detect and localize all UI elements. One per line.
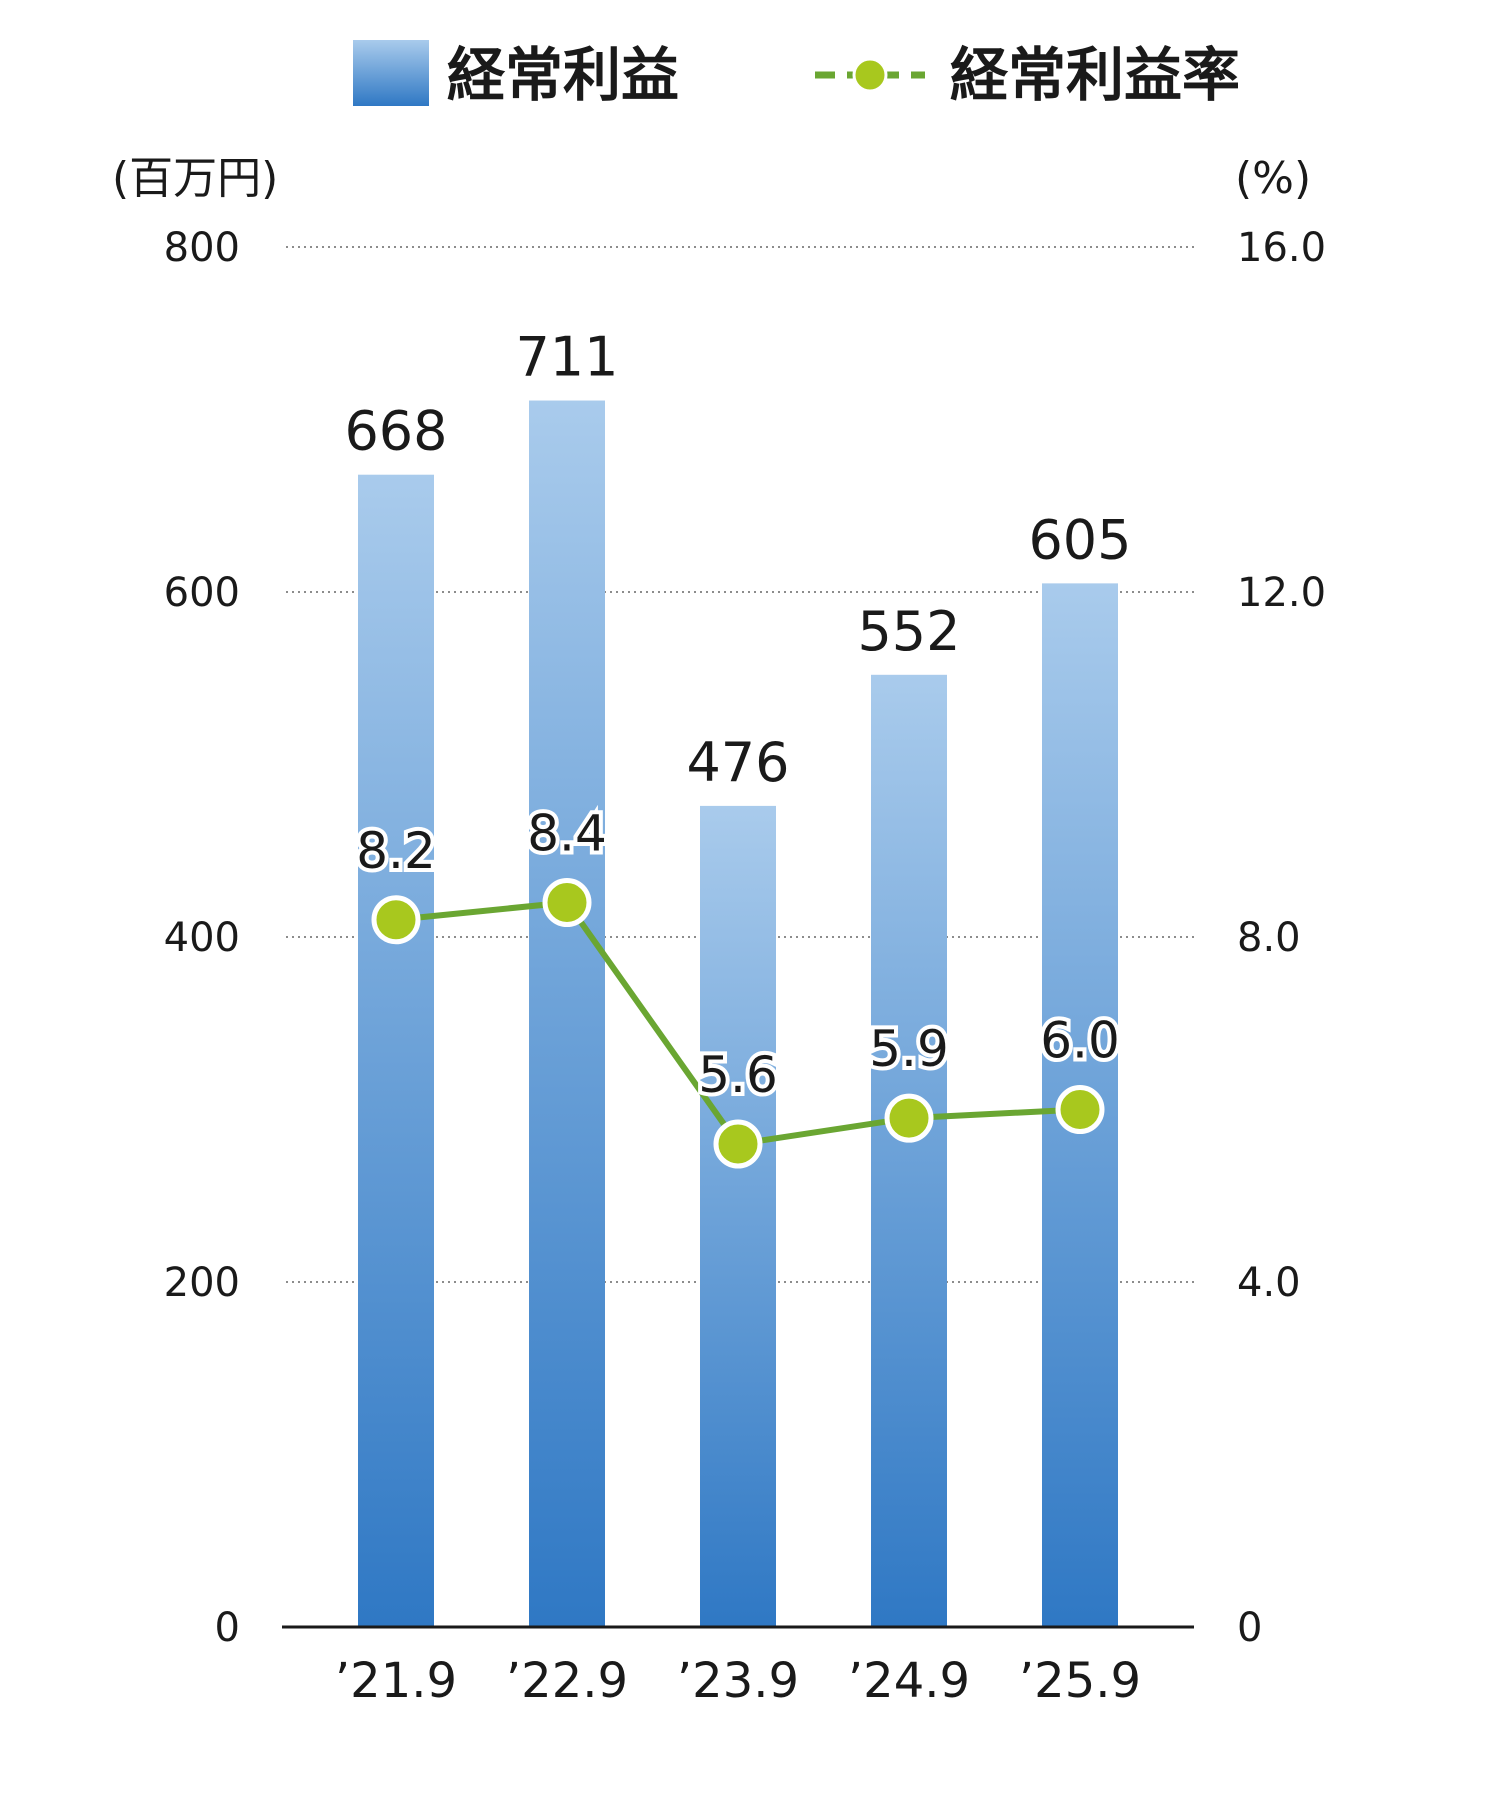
- rate-line: [371, 878, 1105, 1169]
- left-axis-unit: (百万円): [112, 153, 278, 204]
- right-tick-label: 8.0: [1237, 915, 1301, 961]
- right-axis-unit: (%): [1235, 153, 1311, 204]
- rate-point: [542, 878, 592, 927]
- category-label: ’22.9: [506, 1653, 628, 1709]
- bar-value-label: 476: [686, 731, 789, 794]
- category-label: ’21.9: [335, 1653, 457, 1709]
- right-tick-label: 16.0: [1237, 225, 1326, 271]
- bar-value-labels: 668 711 476 552 605: [344, 326, 1131, 794]
- category-label: ’24.9: [848, 1653, 970, 1709]
- right-tick-label: 12.0: [1237, 570, 1326, 616]
- legend-bar-swatch: [353, 40, 429, 106]
- left-tick-label: 0: [215, 1605, 240, 1651]
- bar: [358, 474, 434, 1628]
- category-label: ’23.9: [677, 1653, 799, 1709]
- rate-point: [884, 1093, 934, 1143]
- rate-value-label: 5.9: [869, 1020, 949, 1078]
- left-tick-label: 800: [164, 225, 240, 271]
- bars: [358, 400, 1118, 1628]
- bar-value-label: 605: [1028, 508, 1131, 571]
- left-axis-ticks: 0 200 400 600 800: [164, 225, 240, 1651]
- legend-line-label: 経常利益率: [950, 41, 1240, 109]
- bar: [529, 400, 605, 1627]
- left-tick-label: 600: [164, 570, 240, 616]
- rate-point: [713, 1119, 763, 1169]
- right-tick-label: 0: [1237, 1605, 1262, 1651]
- gridlines: [286, 246, 1196, 1283]
- rate-value-label: 8.2: [356, 822, 436, 880]
- bar-value-label: 552: [857, 600, 960, 663]
- legend-bar-label: 経常利益: [447, 41, 679, 109]
- left-tick-label: 200: [164, 1260, 240, 1306]
- rate-point: [371, 895, 421, 945]
- rate-value-label: 8.4: [527, 805, 607, 863]
- right-axis-ticks: 0 4.0 8.0 12.0 16.0: [1237, 225, 1326, 1651]
- left-tick-label: 400: [164, 915, 240, 961]
- bar-value-label: 668: [344, 400, 447, 463]
- rate-point: [1055, 1085, 1105, 1134]
- category-labels: ’21.9 ’22.9 ’23.9 ’24.9 ’25.9: [335, 1653, 1141, 1709]
- bar: [871, 674, 947, 1627]
- right-tick-label: 4.0: [1237, 1260, 1301, 1306]
- rate-value-labels: 8.2 8.4 5.6 5.9 6.0: [352, 801, 1124, 1109]
- category-label: ’25.9: [1019, 1653, 1141, 1709]
- bar-value-label: 711: [515, 326, 618, 389]
- legend-line-marker: [852, 57, 888, 93]
- legend: 経常利益 経常利益率: [353, 40, 1240, 109]
- bar: [700, 805, 776, 1627]
- rate-value-label: 5.6: [698, 1046, 778, 1104]
- rate-value-label: 6.0: [1040, 1012, 1120, 1070]
